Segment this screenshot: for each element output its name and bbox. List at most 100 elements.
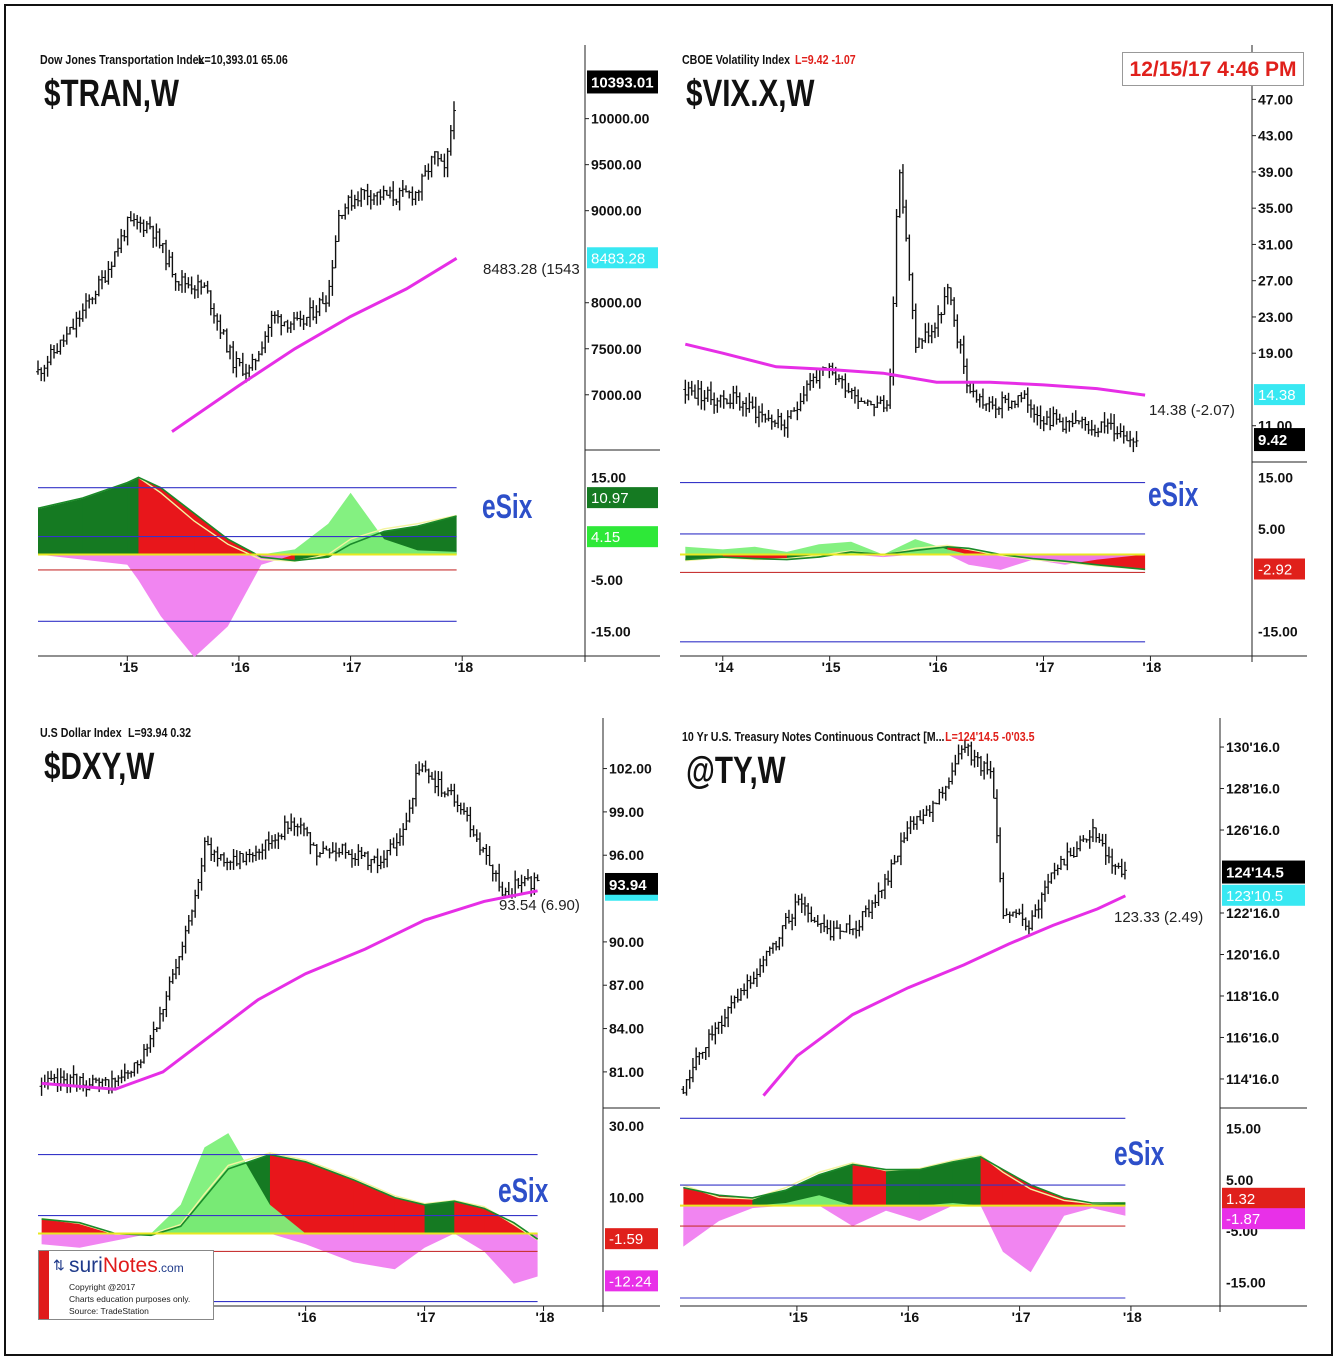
price-tick-label: 8000.00: [591, 295, 642, 311]
oscillator-area-falling: [852, 1156, 887, 1206]
price-tick-label: 9500.00: [591, 157, 642, 173]
last-price-badge-text: 9.42: [1258, 432, 1287, 449]
last-price-badge: [605, 872, 658, 896]
logo-red-bar: [39, 1251, 49, 1319]
last-price-badge-text: 124'14.5: [1226, 865, 1284, 882]
time-tick-label: '16: [231, 659, 250, 675]
time-tick-label: '17: [343, 659, 362, 675]
chart-panel-stran: Dow Jones Transportation IndexL=10,393.0…: [36, 45, 660, 675]
oscillator-signal-line: [685, 545, 1146, 571]
esix-label: eSix: [1148, 476, 1199, 514]
price-tick-label: 120'16.0: [1226, 946, 1280, 962]
oscillator-histogram-positive: [683, 1195, 1126, 1206]
moving-average-badge-text: 123'10.5: [1226, 888, 1283, 905]
oscillator-signal-line: [37, 476, 457, 562]
price-tick-label: 122'16.0: [1226, 905, 1280, 921]
price-tick-label: 99.00: [609, 804, 644, 820]
oscillator-area-rising: [885, 1156, 920, 1206]
last-price-badge: [1254, 428, 1305, 452]
oscillator-badge: [605, 1228, 658, 1250]
chart-description: U.S Dollar Index: [40, 725, 122, 740]
chart-symbol: $DXY,W: [44, 746, 155, 788]
oscillator-badge-text: -1.87: [1226, 1211, 1260, 1228]
oscillator-tick-label: 5.00: [1258, 521, 1285, 537]
chart-quote: L=10,393.01 65.06: [198, 52, 288, 67]
oscillator-area-falling: [980, 1156, 1004, 1206]
oscillator-badge: [587, 487, 658, 509]
time-tick-label: '16: [929, 659, 948, 675]
oscillator-area-falling: [269, 1154, 307, 1240]
last-price-badge: [1222, 860, 1305, 884]
logo-notice: Charts education purposes only.: [69, 1294, 191, 1304]
price-tick-label: 23.00: [1258, 309, 1293, 325]
esix-label: eSix: [1114, 1135, 1165, 1173]
moving-average-line: [171, 257, 458, 433]
oscillator-tick-label: -5.00: [591, 572, 623, 588]
price-tick-label: 81.00: [609, 1064, 644, 1080]
last-price-badge-text: 93.94: [609, 877, 647, 894]
oscillator-badge-text: -1.59: [609, 1231, 643, 1248]
price-tick-label: 47.00: [1258, 91, 1293, 107]
moving-average-label: 123.33 (2.49): [1114, 909, 1203, 926]
oscillator-histogram-negative: [683, 1205, 1126, 1273]
esix-label: eSix: [498, 1172, 549, 1210]
quote-change: 0.32: [167, 725, 191, 740]
chart-panel-sdxy: U.S Dollar Index L=93.94 0.32 $DXY,W 102.00…: [38, 718, 660, 1325]
price-bars: [39, 760, 540, 1097]
moving-average-badge: [587, 247, 658, 269]
time-tick-label: '15: [119, 659, 138, 675]
oscillator-tick-label: 10.00: [609, 1190, 644, 1206]
moving-average-line: [762, 894, 1127, 1097]
price-tick-label: 39.00: [1258, 164, 1293, 180]
oscillator-badge: [1254, 558, 1305, 580]
price-tick-label: 10000.00: [591, 111, 650, 127]
price-tick-label: 118'16.0: [1226, 988, 1279, 1004]
oscillator-area-rising: [952, 1156, 982, 1206]
time-tick-label: '18: [1123, 1309, 1142, 1325]
chart-panel-ty: 10 Yr U.S. Treasury Notes Continuous Con…: [680, 718, 1307, 1325]
price-tick-label: 128'16.0: [1226, 781, 1280, 797]
chart-symbol: @TY,W: [686, 750, 786, 792]
price-tick-label: 7500.00: [591, 341, 642, 357]
moving-average-label: 8483.28 (1543: [483, 261, 580, 278]
price-tick-label: 130'16.0: [1226, 739, 1280, 755]
oscillator-tick-label: 30.00: [609, 1118, 644, 1134]
quote-last: L=93.94: [128, 725, 168, 740]
time-tick-label: '17: [1036, 659, 1055, 675]
price-tick-label: 116'16.0: [1226, 1029, 1279, 1045]
price-tick-label: 102.00: [609, 761, 652, 777]
oscillator-area-falling: [683, 1156, 720, 1206]
price-tick-label: 35.00: [1258, 200, 1293, 216]
time-tick-label: '16: [298, 1309, 317, 1325]
surinotes-logo: ⇅ suriNotes.com Copyright @2017 Charts e…: [38, 1250, 214, 1320]
oscillator-area-rising: [127, 477, 139, 561]
chart-description: CBOE Volatility Index: [682, 52, 790, 67]
price-tick-label: 7000.00: [591, 387, 642, 403]
price-tick-label: 19.00: [1258, 345, 1293, 361]
oscillator-histogram-negative: [41, 1233, 538, 1284]
quote-last: L=10,393.01: [198, 52, 258, 67]
oscillator-badge: [605, 1270, 658, 1292]
time-tick-label: '17: [417, 1309, 436, 1325]
oscillator-area-falling: [353, 1154, 396, 1240]
chart-frame: [4, 4, 1333, 1356]
oscillator-tick-label: 15.00: [591, 469, 626, 485]
oscillator-histogram-negative: [38, 554, 457, 658]
chart-description: Dow Jones Transportation Index: [40, 52, 205, 67]
chart-quote: L=9.42 -1.07: [795, 52, 856, 67]
chart-quote: L=124'14.5 -0'03.5: [945, 729, 1035, 744]
logo-brand-b: Notes: [102, 1254, 158, 1277]
time-tick-label: '18: [536, 1309, 555, 1325]
oscillator-signal-line: [683, 1155, 1126, 1204]
moving-average-badge-text: 8483.28: [591, 250, 645, 267]
time-tick-label: '14: [715, 659, 734, 675]
moving-average-badge: [605, 894, 658, 901]
quote-change: 65.06: [258, 52, 288, 67]
logo-brand-c: .com: [157, 1261, 184, 1275]
price-tick-label: 126'16.0: [1226, 822, 1280, 838]
quote-last: L=9.42: [795, 52, 829, 67]
time-tick-label: '15: [822, 659, 841, 675]
oscillator-histogram-positive: [685, 539, 1146, 555]
price-tick-label: 31.00: [1258, 236, 1293, 252]
